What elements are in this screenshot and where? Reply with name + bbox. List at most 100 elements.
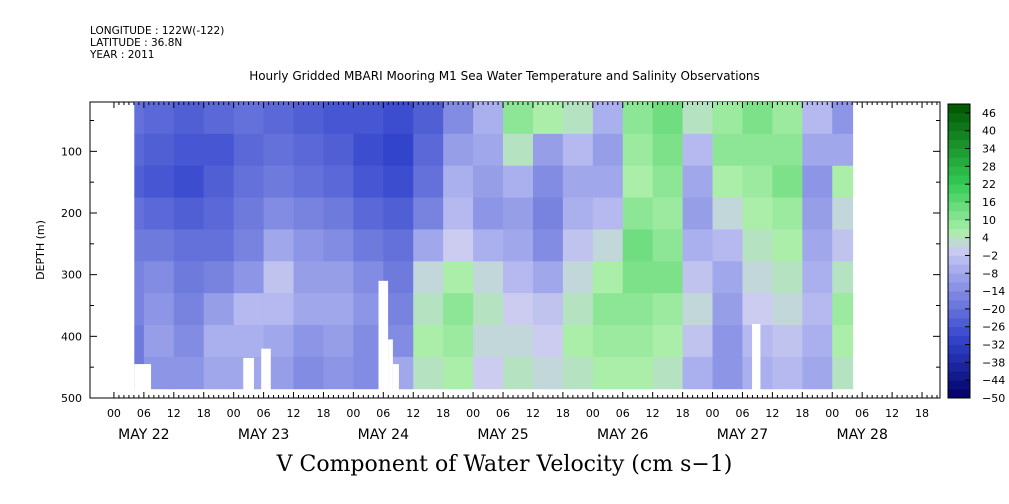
heatmap-cell xyxy=(832,325,854,358)
heatmap-cell xyxy=(443,261,474,294)
heatmap-cell xyxy=(473,133,504,167)
x-hour-label: 00 xyxy=(346,407,360,420)
heatmap-cell xyxy=(203,325,235,358)
heatmap-cell xyxy=(203,229,235,262)
heatmap-cell xyxy=(473,325,504,358)
heatmap-cell xyxy=(323,229,354,262)
heatmap-cell xyxy=(503,261,534,294)
x-hour-label: 12 xyxy=(885,407,899,420)
heatmap-cell xyxy=(562,261,594,294)
colorbar-step xyxy=(948,237,970,247)
x-hour-label: 00 xyxy=(586,407,600,420)
heatmap-cell xyxy=(772,356,803,390)
heatmap-cell xyxy=(293,325,324,358)
heatmap-cell xyxy=(742,229,773,262)
colorbar-label: 10 xyxy=(982,214,996,227)
heatmap-cell xyxy=(503,133,534,167)
heatmap-cell xyxy=(233,197,265,230)
x-hour-label: 12 xyxy=(287,407,301,420)
heatmap-cell xyxy=(473,261,504,294)
heatmap-cell xyxy=(682,197,714,230)
heatmap-cell xyxy=(802,197,833,230)
heatmap-cell xyxy=(622,133,654,167)
heatmap-cell xyxy=(173,293,205,326)
heatmap-cell xyxy=(652,261,684,294)
heatmap-cell xyxy=(293,356,324,390)
heatmap-cell xyxy=(562,293,594,326)
heatmap-cell xyxy=(143,229,175,262)
heatmap-cell xyxy=(712,133,743,167)
heatmap-cell xyxy=(652,102,684,135)
heatmap-cell xyxy=(802,325,833,358)
y-tick-label: 500 xyxy=(61,392,82,405)
heatmap-cell xyxy=(772,325,803,358)
colorbar-step xyxy=(948,112,970,123)
x-hour-label: 12 xyxy=(765,407,779,420)
colorbar-step xyxy=(948,389,970,399)
heatmap-cell xyxy=(293,133,324,167)
x-hour-label: 06 xyxy=(137,407,151,420)
heatmap-cell xyxy=(143,261,175,294)
x-hour-label: 12 xyxy=(646,407,660,420)
heatmap-cell xyxy=(383,133,414,167)
heatmap-cell xyxy=(134,165,145,199)
heatmap-cell xyxy=(263,261,295,294)
heatmap-cell xyxy=(473,356,504,390)
colorbar-label: 16 xyxy=(982,196,996,209)
heatmap-cell xyxy=(532,356,564,390)
heatmap-cell xyxy=(832,197,854,230)
colorbar-step xyxy=(948,193,970,203)
heatmap-cell xyxy=(742,102,773,135)
heatmap-cell xyxy=(353,229,384,262)
heatmap-cell xyxy=(682,229,714,262)
colorbar-label: 4 xyxy=(982,232,989,245)
x-day-label: MAY 27 xyxy=(717,427,768,443)
colorbar-step xyxy=(948,148,970,158)
x-hour-label: 18 xyxy=(795,407,809,420)
year-label: YEAR : 2011 xyxy=(90,49,155,61)
x-hour-label: 18 xyxy=(915,407,929,420)
colorbar-label: 40 xyxy=(982,125,996,138)
heatmap-cell xyxy=(263,293,295,326)
heatmap-cell xyxy=(383,165,414,199)
x-hour-label: 00 xyxy=(466,407,480,420)
heatmap-cell xyxy=(323,356,354,390)
colorbar-label: −50 xyxy=(982,392,1005,405)
heatmap-cell xyxy=(203,356,235,390)
colorbar-label: 28 xyxy=(982,160,996,173)
colorbar-step xyxy=(948,157,970,167)
colorbar-step xyxy=(948,291,970,301)
chart-title: Hourly Gridded MBARI Mooring M1 Sea Wate… xyxy=(249,69,760,83)
heatmap-cell xyxy=(682,165,714,199)
x-day-label: MAY 23 xyxy=(238,427,289,443)
heatmap-cell xyxy=(562,133,594,167)
heatmap-cell xyxy=(143,133,175,167)
colorbar-step xyxy=(948,184,970,194)
heatmap-cell xyxy=(712,229,743,262)
x-hour-label: 12 xyxy=(526,407,540,420)
heatmap-cell xyxy=(443,229,474,262)
heatmap-cell xyxy=(173,133,205,167)
y-tick-label: 400 xyxy=(61,330,82,343)
longitude-label: LONGITUDE : 122W(-122) xyxy=(90,25,225,37)
heatmap-cell xyxy=(323,261,354,294)
heatmap-cell xyxy=(143,325,175,358)
heatmap-cell xyxy=(143,197,175,230)
colorbar-frame xyxy=(947,103,971,399)
colorbar-label: −32 xyxy=(982,339,1005,352)
heatmap-cell xyxy=(712,261,743,294)
heatmap-cell xyxy=(832,102,854,135)
x-hour-label: 06 xyxy=(855,407,869,420)
heatmap-cell xyxy=(503,102,534,135)
heatmap-cell xyxy=(134,293,145,326)
heatmap-cell xyxy=(383,261,414,294)
colorbar-step xyxy=(948,344,970,354)
colorbar-step xyxy=(948,139,970,149)
heatmap-cell xyxy=(712,197,743,230)
heatmap-cell xyxy=(353,165,384,199)
heatmap-cell xyxy=(353,133,384,167)
x-hour-label: 00 xyxy=(227,407,241,420)
heatmap-cell xyxy=(413,197,444,230)
heatmap-cell xyxy=(532,197,564,230)
